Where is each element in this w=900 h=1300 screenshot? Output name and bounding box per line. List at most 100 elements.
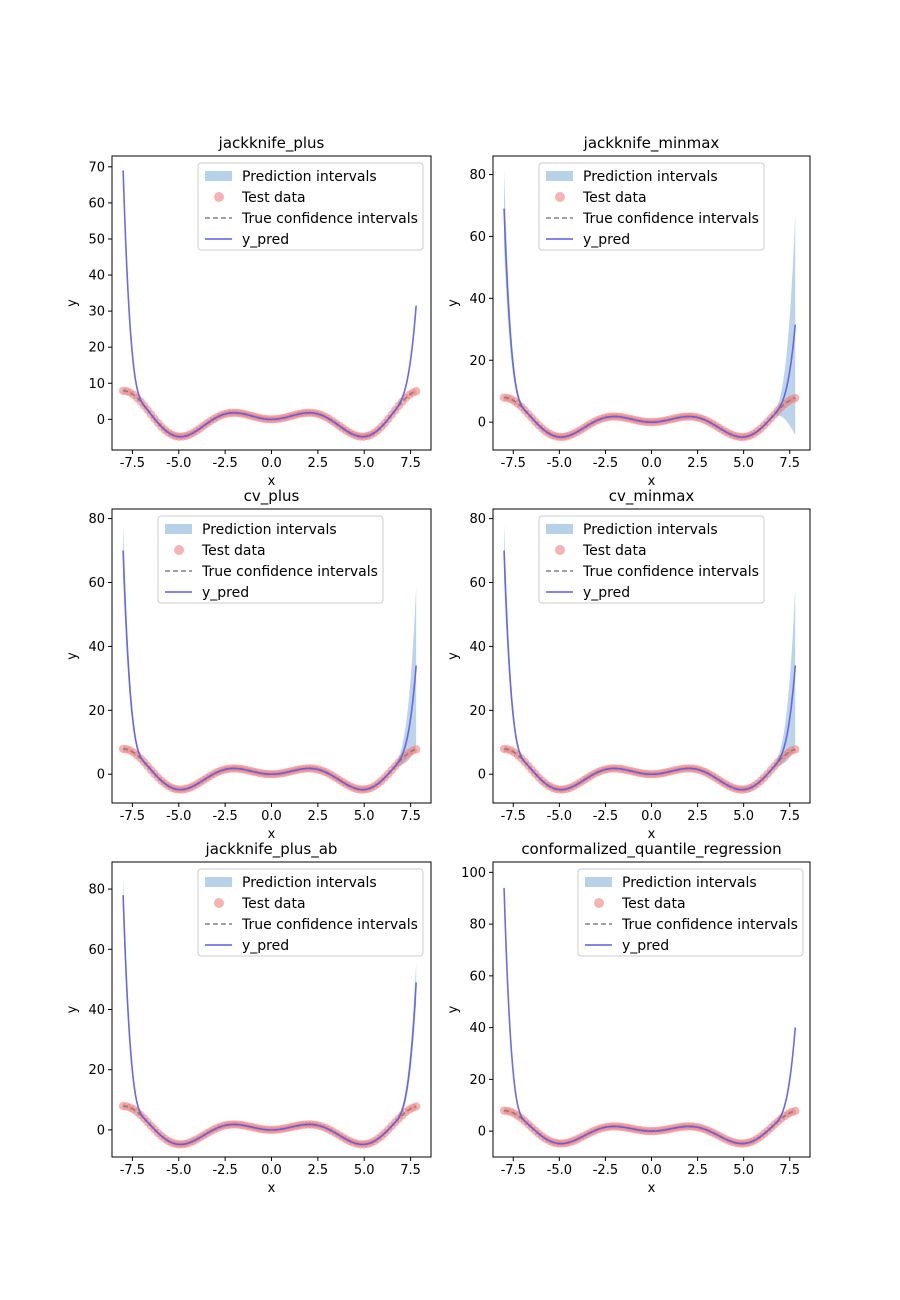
legend: Prediction intervals Test data True confid… [538, 162, 765, 251]
legend-swatch-test-data [214, 192, 224, 202]
legend-label: Test data [241, 190, 306, 206]
subplot-4: -7.5 -5.0 -2.5 0.0 2.5 5.0 7.5 0 20 40 60 80 cv_minm… [446, 487, 811, 842]
x-tick-label: -5.0 [547, 809, 572, 824]
legend-label: Test data [582, 543, 647, 559]
y-tick-label: 20 [469, 704, 486, 719]
y-tick-label: 40 [88, 1003, 105, 1018]
y-pred-line [503, 550, 797, 791]
x-tick-label: -7.5 [120, 1163, 145, 1178]
y-tick-label: 0 [97, 768, 105, 783]
y-tick-label: 40 [469, 292, 486, 307]
y-pred-line [122, 550, 417, 791]
y-tick-label: 60 [469, 576, 486, 591]
x-tick-label: 7.5 [779, 809, 800, 824]
subplot-title: jackknife_minmax [583, 134, 720, 153]
x-tick-label: 2.5 [308, 1163, 329, 1178]
legend: Prediction intervals Test data True confid… [197, 162, 424, 251]
x-tick-label: 2.5 [687, 809, 708, 824]
x-tick-label: 5.0 [354, 1163, 375, 1178]
subplot-title: cv_minmax [609, 487, 695, 506]
y-tick-label: 80 [88, 883, 105, 898]
subplot-5: -7.5 -5.0 -2.5 0.0 2.5 5.0 7.5 0 20 40 60 80 jackkni… [65, 840, 432, 1196]
x-tick-label: -7.5 [501, 456, 526, 471]
legend-box [157, 515, 384, 604]
legend-label: Prediction intervals [583, 522, 718, 538]
legend-label: Prediction intervals [622, 875, 757, 891]
x-tick-label: 0.0 [641, 809, 662, 824]
y-tick-label: 20 [469, 1073, 486, 1088]
x-tick-label: -2.5 [212, 456, 237, 471]
legend-box [538, 515, 765, 604]
y-tick-label: 50 [88, 232, 105, 247]
legend-label: y_pred [242, 938, 289, 954]
legend-label: True confidence intervals [582, 564, 759, 580]
y-tick-label: 40 [88, 640, 105, 655]
legend-swatch-prediction-intervals [205, 171, 232, 181]
legend-box [197, 162, 424, 251]
x-tick-label: -2.5 [593, 1163, 618, 1178]
legend-box [577, 868, 804, 957]
y-tick-label: 40 [88, 269, 105, 284]
legend-label: Prediction intervals [242, 169, 377, 185]
plot-area [118, 523, 421, 794]
y-tick-label: 40 [469, 1021, 486, 1036]
x-tick-label: -2.5 [212, 1163, 237, 1178]
y-tick-label: 70 [88, 160, 105, 175]
x-tick-label: -5.0 [166, 809, 191, 824]
legend: Prediction intervals Test data True confid… [197, 868, 424, 957]
x-tick-label: 2.5 [308, 456, 329, 471]
legend-label: Prediction intervals [583, 169, 718, 185]
legend-label: y_pred [622, 938, 669, 954]
y-pred-line [122, 895, 417, 1146]
subplot-title: conformalized_quantile_regression [521, 840, 781, 859]
legend-box [538, 162, 765, 251]
subplot-3: -7.5 -5.0 -2.5 0.0 2.5 5.0 7.5 0 20 40 60 80 cv_plus… [65, 487, 432, 842]
legend-label: y_pred [583, 232, 630, 248]
legend-label: True confidence intervals [582, 211, 759, 227]
legend-label: Test data [201, 543, 266, 559]
x-tick-label: -2.5 [212, 809, 237, 824]
x-tick-label: 5.0 [733, 1163, 754, 1178]
legend: Prediction intervals Test data True confid… [157, 515, 384, 604]
legend-label: y_pred [242, 232, 289, 248]
x-axis-label: x [268, 1181, 276, 1196]
x-tick-label: 2.5 [687, 456, 708, 471]
plot-area [499, 523, 800, 794]
legend-label: Prediction intervals [242, 875, 377, 891]
y-tick-label: 60 [88, 196, 105, 211]
x-tick-label: 5.0 [733, 456, 754, 471]
legend-label: Prediction intervals [202, 522, 337, 538]
x-tick-label: -7.5 [501, 1163, 526, 1178]
plot-area [118, 168, 421, 441]
x-tick-label: 0.0 [261, 1163, 282, 1178]
x-tick-label: -5.0 [547, 1163, 572, 1178]
x-tick-label: -5.0 [166, 456, 191, 471]
x-tick-label: 5.0 [733, 809, 754, 824]
test-data-point [791, 1106, 800, 1116]
x-axis-label: x [268, 474, 276, 489]
x-tick-label: -2.5 [593, 456, 618, 471]
legend: Prediction intervals Test data True confid… [577, 868, 804, 957]
y-tick-label: 0 [478, 1125, 486, 1140]
y-axis-label: y [65, 299, 80, 307]
legend-swatch-prediction-intervals [546, 524, 573, 534]
x-tick-label: 7.5 [400, 456, 421, 471]
legend-label: Test data [621, 896, 686, 912]
x-axis-label: x [648, 1181, 656, 1196]
y-tick-label: 60 [88, 943, 105, 958]
y-tick-label: 0 [97, 413, 105, 428]
x-tick-label: 5.0 [354, 456, 375, 471]
y-axis-label: y [446, 652, 461, 660]
y-axis-label: y [65, 1005, 80, 1013]
subplot-6: -7.5 -5.0 -2.5 0.0 2.5 5.0 7.5 0 20 40 60 80 100 conf… [446, 840, 811, 1196]
legend-swatch-test-data [214, 898, 224, 908]
legend-swatch-prediction-intervals [546, 171, 573, 181]
subplot-title: jackknife_plus [218, 134, 325, 153]
legend: Prediction intervals Test data True confid… [538, 515, 765, 604]
x-tick-label: 7.5 [779, 1163, 800, 1178]
x-tick-label: -7.5 [120, 809, 145, 824]
y-axis-label: y [446, 299, 461, 307]
plot-area [118, 875, 421, 1149]
y-axis-label: y [65, 652, 80, 660]
legend-swatch-prediction-intervals [205, 877, 232, 887]
